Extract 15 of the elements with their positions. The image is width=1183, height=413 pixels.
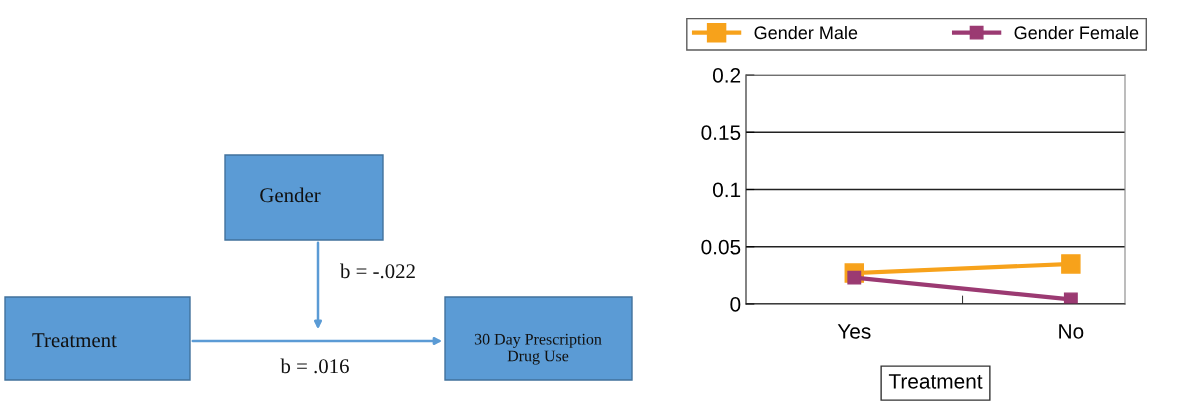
legend-label: Gender Female [1014, 25, 1139, 40]
y-tick-label: 0.1 [712, 182, 741, 198]
x-tick-label: Yes [837, 324, 871, 339]
y-tick-label: 0.15 [701, 125, 741, 140]
x-axis-title: Treatment [888, 374, 983, 389]
text: b = .016 [280, 358, 349, 374]
x-tick-label: No [1059, 324, 1084, 339]
text: Treatment [32, 333, 117, 348]
text: b = -.022 [340, 263, 415, 279]
text: Gender [260, 187, 321, 203]
y-tick-label: 0 [730, 297, 741, 312]
legend-label: Gender Male [754, 25, 858, 40]
text: 30 Day Prescription Drug Use [474, 333, 602, 365]
y-tick-label: 0.05 [701, 239, 741, 255]
y-tick-label: 0.2 [712, 68, 741, 83]
